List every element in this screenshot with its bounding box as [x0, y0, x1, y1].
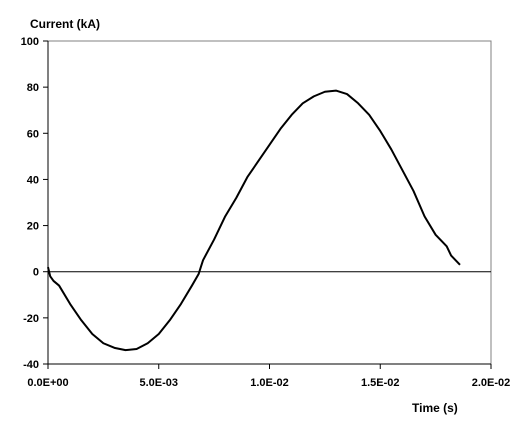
- current-series-line: [47, 89, 461, 352]
- x-tick-label: 1.0E-02: [250, 377, 289, 389]
- y-axis-title: Current (kA): [30, 17, 100, 31]
- plot-area: [47, 40, 492, 365]
- y-tick-label: 100: [21, 36, 39, 48]
- y-axis: -40 -20 0 20 40 60 80 100: [21, 36, 49, 371]
- series-layer: [47, 89, 491, 352]
- y-tick-label: -20: [23, 313, 39, 325]
- x-tick-label: 5.0E-03: [139, 377, 178, 389]
- y-tick-label: 0: [33, 267, 39, 279]
- x-tick-label: 0.0E+00: [27, 377, 68, 389]
- y-tick-label: 20: [27, 221, 39, 233]
- x-tick-label: 1.5E-02: [361, 377, 400, 389]
- y-tick-label: 60: [27, 128, 39, 140]
- y-tick-label: 80: [27, 82, 39, 94]
- y-tick-label: 40: [27, 174, 39, 186]
- x-axis-title: Time (s): [412, 401, 458, 415]
- x-axis: 0.0E+00 5.0E-03 1.0E-02 1.5E-02 2.0E-02: [27, 363, 511, 389]
- y-tick-label: -40: [23, 359, 39, 371]
- x-tick-label: 2.0E-02: [472, 377, 511, 389]
